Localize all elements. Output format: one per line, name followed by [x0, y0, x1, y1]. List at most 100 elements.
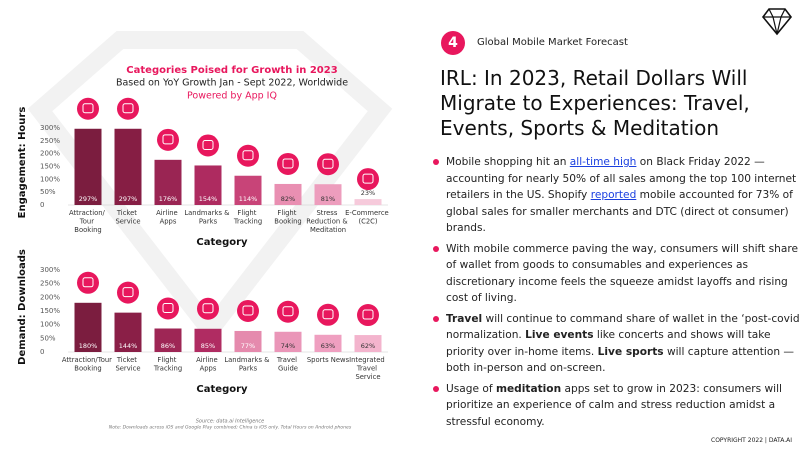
bullet-text: like concerts and shows will take priori…	[446, 329, 771, 358]
category-icon	[277, 152, 299, 175]
category-icon	[117, 97, 139, 120]
value-label: 82%	[281, 195, 295, 203]
x-tick-label: Attraction/Tour Booking	[62, 356, 114, 373]
bullet: Usage of meditation apps set to grow in …	[433, 381, 800, 431]
x-tick-label: E-Commerce (C2C)	[345, 209, 391, 226]
bar	[154, 328, 182, 352]
category-icon-glyph	[242, 150, 254, 161]
value-label: 62%	[361, 342, 375, 350]
y-tick-label: 300%	[40, 124, 60, 132]
bar	[234, 175, 262, 205]
bullet: Travel will continue to command share of…	[433, 311, 800, 377]
value-label: 144%	[119, 342, 138, 350]
y-tick-label: 300%	[40, 266, 60, 274]
value-label: 114%	[239, 195, 258, 203]
value-label: 154%	[199, 195, 218, 203]
y-tick-label: 200%	[40, 293, 60, 301]
category-icon-glyph	[122, 103, 134, 114]
y-tick-label: 0	[40, 348, 44, 356]
bullet-text: With mobile commerce paving the way, con…	[446, 242, 798, 305]
category-icon	[277, 300, 299, 323]
bar	[194, 328, 222, 352]
bullet-text: Live events	[525, 329, 594, 341]
section-number: 4	[441, 31, 465, 55]
bullet-text: Mobile shopping hit an	[446, 156, 570, 168]
chart-title: Categories Poised for Growth in 2023	[126, 65, 337, 76]
category-icon	[77, 97, 99, 120]
category-icon	[77, 271, 99, 294]
bar	[74, 128, 102, 205]
bullet-text: will capture attention — both in-person …	[446, 345, 795, 375]
x-tick-label: Landmarks & Parks	[224, 356, 271, 373]
value-label: 297%	[79, 195, 98, 203]
y-tick-label: 250%	[40, 280, 60, 288]
category-icon-glyph	[322, 158, 334, 169]
link[interactable]: reported	[590, 189, 637, 201]
bullet-text: Live sports	[597, 345, 664, 358]
category-icon	[197, 134, 219, 157]
bullet-text: Usage of	[446, 382, 496, 395]
x-tick-label: Stress Reduction & Meditation	[306, 209, 350, 234]
bullet-text: meditation	[495, 382, 562, 395]
bullet-text: will continue to command share of wallet…	[446, 312, 800, 342]
x-tick-label: Integrated Travel Service	[349, 356, 387, 381]
bullet-text: Travel	[446, 312, 483, 325]
category-icon	[317, 153, 339, 176]
category-icon-glyph	[82, 277, 94, 288]
category-icon	[357, 304, 379, 327]
category-icon	[157, 128, 179, 151]
bar	[114, 128, 142, 205]
y-tick-label: 150%	[40, 307, 60, 315]
category-icon	[197, 297, 219, 320]
bullet-text: mobile accounted for 73% of global sales…	[446, 189, 793, 234]
value-label: 77%	[241, 342, 255, 350]
bar	[354, 335, 382, 352]
value-label: 86%	[161, 342, 175, 350]
y-tick-label: 100%	[40, 321, 60, 329]
value-label: 297%	[119, 195, 138, 203]
bar	[194, 165, 222, 205]
x-tick-label: Ticket Service	[115, 356, 140, 373]
x-tick-label: Flight Booking	[274, 209, 301, 226]
category-icon-glyph	[162, 302, 174, 313]
heading: IRL: In 2023, Retail Dollars Will Migrat…	[440, 66, 750, 140]
bar	[274, 331, 302, 352]
category-icon	[357, 168, 379, 191]
value-label: 63%	[321, 342, 335, 350]
x-tick-label: Landmarks & Parks	[184, 209, 231, 226]
bullet-list: Mobile shopping hit an all-time high on …	[428, 154, 800, 434]
value-label: 176%	[159, 195, 178, 203]
bullet: Mobile shopping hit an all-time high on …	[433, 154, 800, 237]
category-icon	[117, 281, 139, 304]
category-icon	[237, 299, 259, 322]
chart-subtitle: Based on YoY Growth Jan - Sept 2022, Wor…	[116, 78, 348, 89]
x-tick-label: Flight Tracking	[153, 356, 182, 373]
x-tick-label: Ticket Service	[115, 209, 140, 226]
category-icon-glyph	[282, 306, 294, 317]
bar	[74, 302, 102, 352]
y-tick-label: 250%	[40, 137, 60, 145]
category-icon-glyph	[202, 139, 214, 150]
value-label: 85%	[201, 342, 215, 350]
bar	[274, 183, 302, 205]
value-label: 81%	[321, 195, 335, 203]
link[interactable]: all-time high	[569, 156, 637, 168]
bar	[314, 184, 342, 205]
value-label: 74%	[281, 342, 295, 350]
section-title: Global Mobile Market Forecast	[477, 37, 628, 48]
bar	[354, 199, 382, 205]
source: Source: data.ai Intelligence	[196, 419, 265, 425]
category-icon-glyph	[362, 173, 374, 184]
category-icon-glyph	[82, 103, 94, 114]
note: Note: Downloads across iOS and Google Pl…	[109, 425, 352, 431]
x-tick-label: Travel Guide	[276, 356, 299, 373]
value-label: 180%	[79, 342, 98, 350]
y-tick-label: 50%	[40, 188, 56, 196]
x-tick-label: Attraction/ Tour Booking	[69, 209, 107, 234]
x-axis-label: Category	[196, 384, 248, 395]
bar	[234, 330, 262, 352]
chart-caption: Powered by App IQ	[187, 91, 277, 102]
bar	[154, 159, 182, 205]
y-tick-label: 0	[40, 201, 44, 209]
